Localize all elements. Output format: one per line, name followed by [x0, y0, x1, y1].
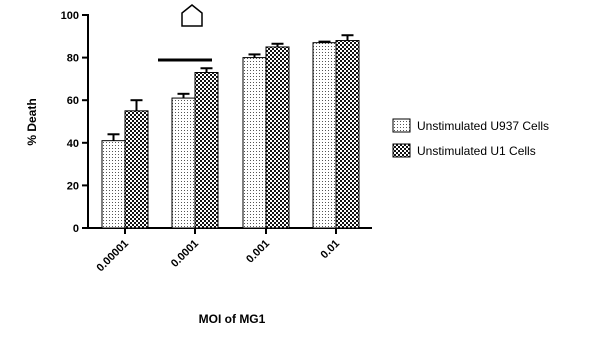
y-tick-label: 0: [73, 223, 79, 235]
x-tick-label: 0.01: [318, 238, 342, 262]
x-tick-label: 0.0001: [169, 238, 201, 270]
bar: [265, 46, 290, 229]
legend-label-u1: Unstimulated U1 Cells: [417, 144, 536, 158]
bar: [335, 40, 360, 229]
y-axis-label: % Death: [25, 98, 39, 145]
bar: [124, 110, 149, 229]
bar: [242, 57, 267, 229]
legend: Unstimulated U937 Cells Unstimulated U1 …: [392, 118, 549, 158]
bar: [171, 97, 196, 229]
bar: [101, 140, 126, 229]
x-tick-label: 0.001: [244, 238, 272, 266]
x-tick-label: 0.00001: [95, 238, 132, 275]
y-tick-label: 20: [67, 180, 79, 192]
bar: [312, 42, 337, 229]
annotations: [158, 4, 212, 62]
y-tick-label: 40: [67, 138, 79, 150]
y-tick-label: 100: [61, 10, 79, 22]
y-tick-label: 60: [67, 95, 79, 107]
significance-marker-icon: [181, 4, 203, 27]
legend-swatch-u937: [392, 118, 411, 133]
legend-swatch-u1: [392, 143, 411, 158]
y-tick-label: 80: [67, 53, 79, 65]
legend-label-u937: Unstimulated U937 Cells: [417, 119, 549, 133]
x-axis-label: MOI of MG1: [199, 312, 266, 326]
bars: [101, 34, 360, 229]
bar: [194, 72, 219, 229]
